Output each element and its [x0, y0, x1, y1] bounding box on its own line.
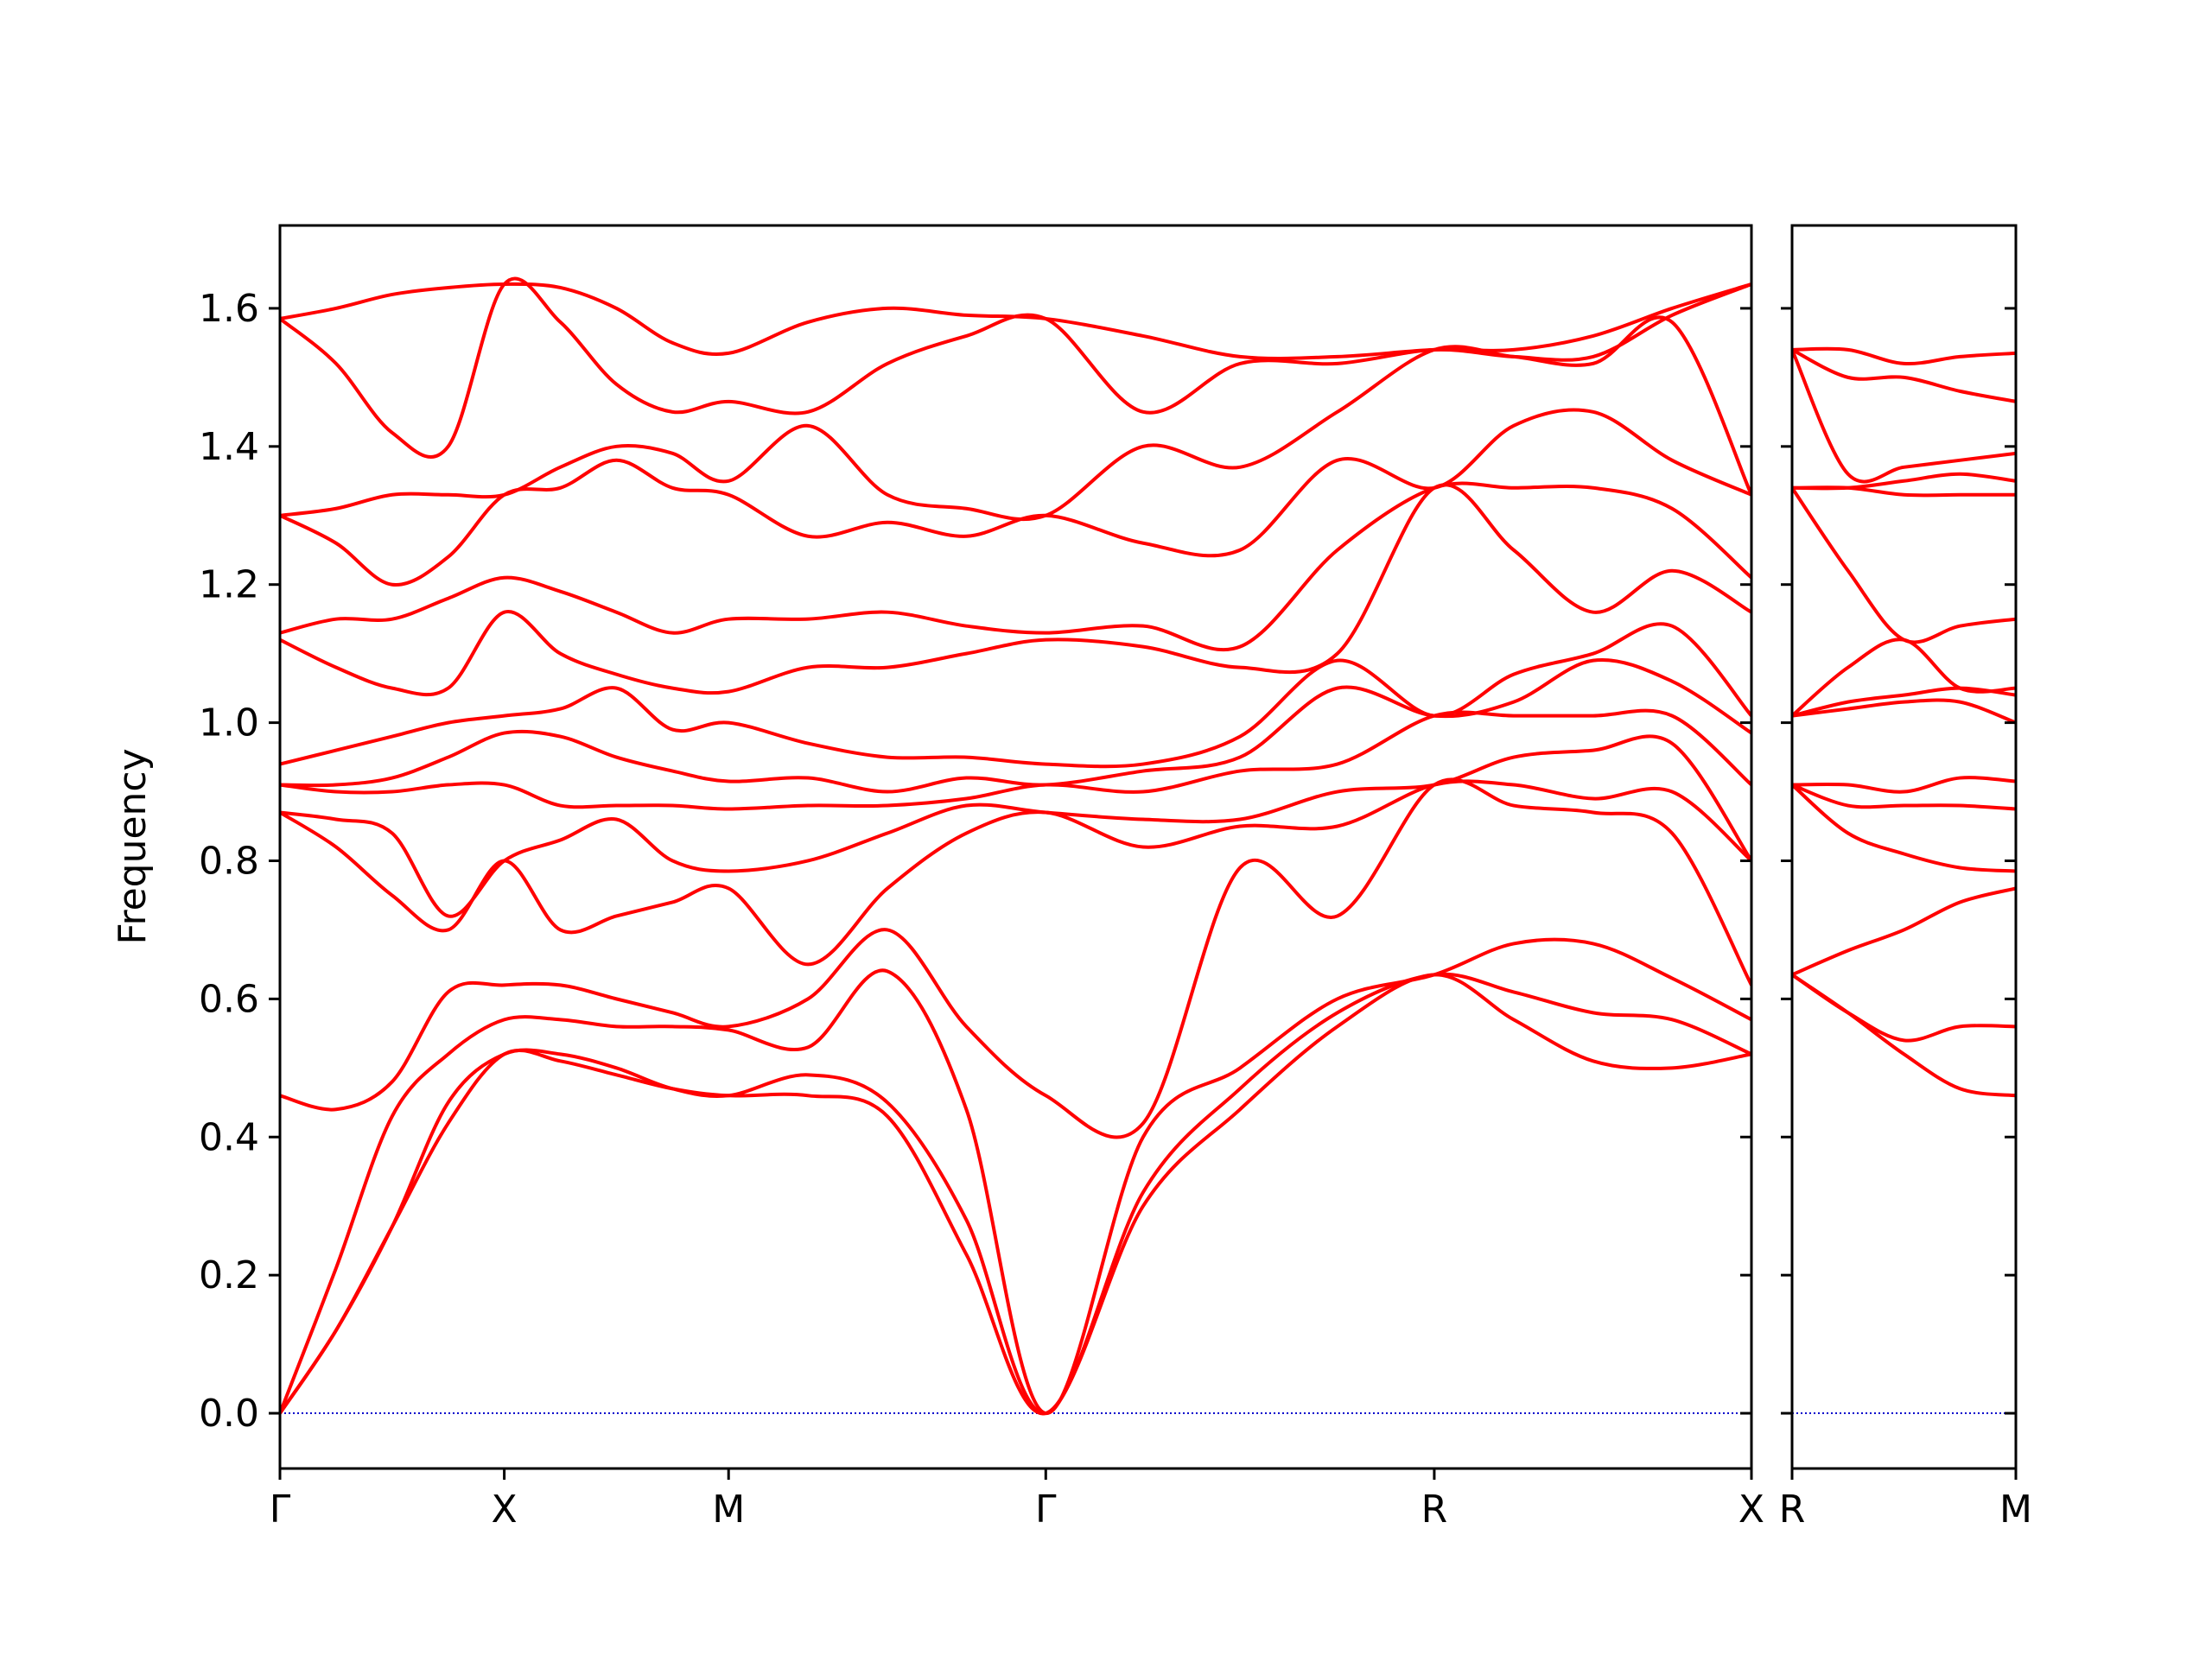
x-tick-label: R — [1779, 1488, 1806, 1532]
x-tick-label: Γ — [270, 1488, 291, 1532]
plot-area — [280, 276, 1751, 1416]
y-tick-label: 1.4 — [199, 425, 259, 469]
band-line — [1792, 886, 2016, 977]
x-tick-label: X — [1738, 1488, 1764, 1532]
band-line — [280, 657, 1751, 794]
band-line — [1792, 346, 2016, 366]
band-line — [1792, 698, 2016, 725]
band-line — [1792, 472, 2016, 491]
band-line — [280, 708, 1751, 811]
x-tick-label: X — [492, 1488, 518, 1532]
y-tick-label: 1.0 — [199, 701, 259, 745]
plot-area — [1792, 346, 2016, 1415]
y-tick-label: 0.0 — [199, 1392, 259, 1436]
axes-frame — [1790, 224, 2018, 1470]
y-tick-label: 0.8 — [199, 839, 259, 883]
y-tick-label: 1.6 — [199, 287, 259, 331]
band-line — [1792, 486, 2016, 644]
band-line — [280, 276, 1751, 460]
x-tick-label: R — [1421, 1488, 1448, 1532]
band-line — [1792, 783, 2016, 873]
band-line — [280, 408, 1751, 587]
band-line — [280, 734, 1751, 918]
band-line — [280, 973, 1751, 1416]
y-tick-label: 1.2 — [199, 563, 259, 607]
band-line — [280, 622, 1751, 769]
band-line — [280, 481, 1751, 652]
band-line — [1792, 686, 2016, 718]
y-tick-label: 0.2 — [199, 1253, 259, 1297]
x-tick-label: M — [1999, 1488, 2032, 1532]
band-line — [1792, 349, 2016, 484]
axes-frame — [278, 224, 1753, 1470]
y-tick-label: 0.4 — [199, 1115, 259, 1159]
band-line — [1792, 348, 2016, 403]
y-axis-label: Frequency — [111, 748, 155, 944]
band-line — [1792, 776, 2016, 794]
band-line — [1792, 973, 2016, 1043]
band-line — [280, 777, 1751, 1139]
y-tick-label: 0.6 — [199, 977, 259, 1021]
x-tick-label: Γ — [1035, 1488, 1057, 1532]
band-line — [280, 972, 1751, 1416]
band-line — [1792, 638, 2016, 718]
band-line — [1792, 973, 2016, 1098]
band-line — [280, 483, 1751, 697]
x-tick-label: M — [712, 1488, 745, 1532]
band-line — [280, 282, 1751, 360]
band-line — [280, 937, 1751, 1416]
band-line — [1792, 783, 2016, 811]
